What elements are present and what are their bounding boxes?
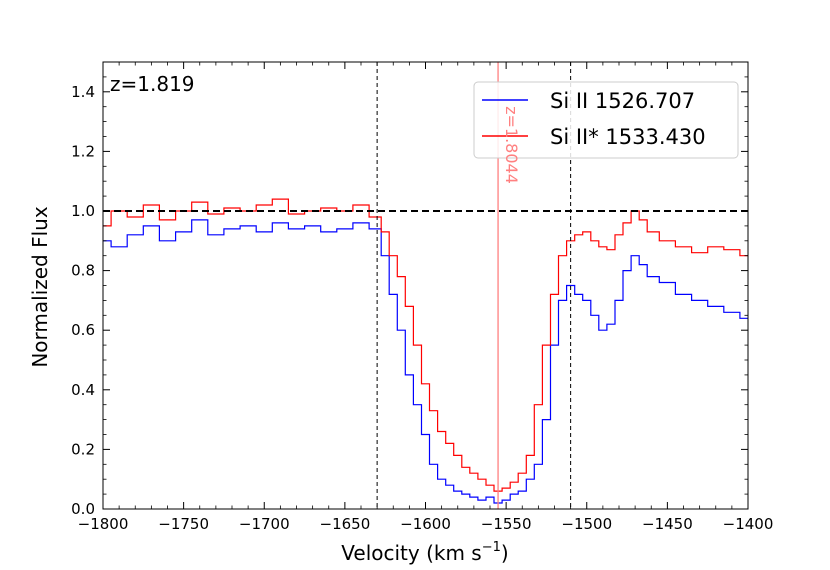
- y-tick-label: 0.2: [71, 440, 95, 458]
- y-tick-label: 0.8: [71, 262, 95, 280]
- x-axis-label-exponent: −1: [482, 540, 501, 555]
- x-axis-label: Velocity (km s−1): [341, 540, 508, 565]
- y-tick-label: 0.4: [71, 381, 95, 399]
- y-tick-label: 0.6: [71, 321, 95, 339]
- ticks: −1800 −1750 −1700 −1650 −1600 −1550 −1500 −1450…: [71, 62, 773, 533]
- x-tick-label: −1750: [158, 515, 209, 533]
- legend-label-si-ii-star: Si II* 1533.430: [550, 125, 706, 149]
- series-line-0: [103, 219, 748, 504]
- x-tick-label: −1700: [239, 515, 290, 533]
- x-tick-label: −1450: [642, 515, 693, 533]
- x-tick-label: −1400: [723, 515, 774, 533]
- y-tick-label: 1.0: [71, 202, 95, 220]
- x-tick-label: −1650: [320, 515, 371, 533]
- y-tick-label: 0.0: [71, 500, 95, 518]
- component-label: z=1.8044: [502, 106, 521, 184]
- x-tick-label: −1600: [400, 515, 451, 533]
- y-axis-label: Normalized Flux: [28, 206, 52, 368]
- x-tick-label: −1550: [481, 515, 532, 533]
- y-tick-label: 1.4: [71, 83, 95, 101]
- x-axis-label-close: ): [501, 541, 509, 565]
- series-line-1: [103, 198, 748, 492]
- legend-box: [473, 81, 739, 159]
- legend: Si II 1526.707 Si II* 1533.430: [473, 81, 739, 159]
- x-axis-label-main: Velocity (km s: [341, 541, 481, 565]
- x-tick-label: −1800: [78, 515, 129, 533]
- x-tick-label: −1500: [561, 515, 612, 533]
- redshift-label: z=1.819: [110, 72, 195, 96]
- legend-label-si-ii: Si II 1526.707: [550, 89, 695, 113]
- y-tick-label: 1.2: [71, 142, 95, 160]
